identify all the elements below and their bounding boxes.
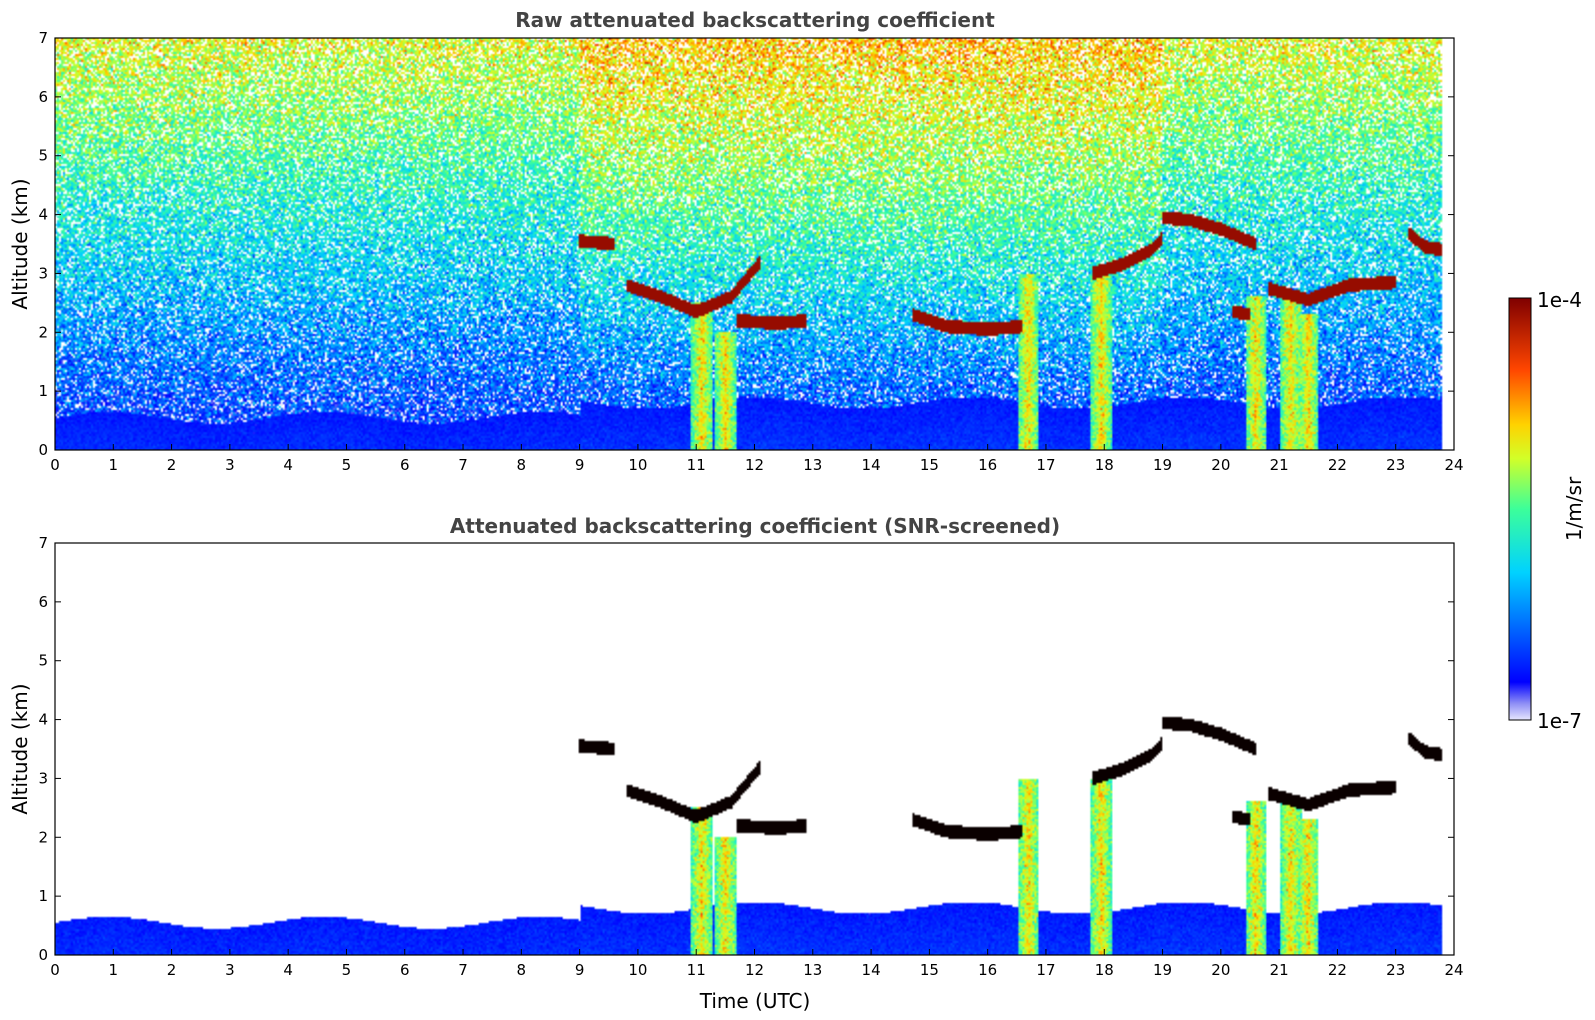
colorbar-min-label: 1e-7	[1537, 709, 1582, 733]
colorbar-max-label: 1e-4	[1537, 288, 1582, 312]
colorbar-gradient	[1508, 297, 1532, 721]
x-tick-label: 11	[687, 961, 706, 979]
x-tick-label: 23	[1386, 456, 1405, 474]
x-tick-label: 4	[283, 456, 293, 474]
x-tick-label: 1	[109, 961, 119, 979]
x-tick-label: 12	[745, 961, 764, 979]
x-axis-label: Time (UTC)	[699, 989, 811, 1013]
x-tick-label: 13	[803, 456, 822, 474]
raw-y-axis: 0 1 2 3 4 5 6 7	[38, 29, 1454, 459]
x-tick-label: 15	[920, 456, 939, 474]
x-tick-label: 0	[50, 961, 60, 979]
x-tick-label: 5	[342, 456, 352, 474]
y-tick-label: 4	[38, 206, 48, 224]
y-tick-label: 6	[38, 88, 48, 106]
y-tick-label: 5	[38, 652, 48, 670]
x-tick-label: 7	[458, 456, 468, 474]
x-tick-label: 9	[575, 456, 585, 474]
x-tick-label: 10	[628, 961, 647, 979]
y-tick-label: 2	[38, 323, 48, 341]
y-tick-label: 2	[38, 828, 48, 846]
x-tick-label: 8	[517, 961, 527, 979]
screened-heatmap-image	[55, 543, 1454, 955]
y-tick-label: 0	[38, 441, 48, 459]
y-tick-label: 7	[38, 29, 48, 47]
y-tick-label: 4	[38, 711, 48, 729]
x-tick-label: 22	[1328, 456, 1347, 474]
x-tick-label: 12	[745, 456, 764, 474]
raw-y-axis-label: Altitude (km)	[8, 178, 32, 309]
x-tick-label: 11	[687, 456, 706, 474]
x-tick-label: 9	[575, 961, 585, 979]
x-tick-label: 3	[225, 456, 235, 474]
x-tick-label: 0	[50, 456, 60, 474]
screened-x-axis: 0 1 2 3 4 5 6 7 8 9 10 11 12 13 14 15 16 17 18 19 20 21 22 23 24	[50, 949, 1464, 979]
x-tick-label: 16	[978, 456, 997, 474]
screened-y-axis-label: Altitude (km)	[8, 683, 32, 814]
raw-panel-title: Raw attenuated backscattering coefficien…	[515, 8, 995, 32]
x-tick-label: 21	[1270, 456, 1289, 474]
y-tick-label: 1	[38, 887, 48, 905]
raw-heatmap-image	[55, 38, 1454, 450]
x-tick-label: 13	[803, 961, 822, 979]
x-tick-label: 20	[1211, 961, 1230, 979]
raw-heatmap	[55, 38, 1454, 450]
x-tick-label: 6	[400, 456, 410, 474]
x-tick-label: 14	[862, 456, 881, 474]
y-tick-label: 1	[38, 382, 48, 400]
y-tick-label: 0	[38, 946, 48, 964]
x-tick-label: 2	[167, 961, 177, 979]
x-tick-label: 4	[283, 961, 293, 979]
x-tick-label: 6	[400, 961, 410, 979]
colorbar-unit-label: 1/m/sr	[1562, 476, 1586, 541]
screened-backscatter-panel: Attenuated backscattering coefficient (S…	[8, 514, 1464, 1013]
x-tick-label: 14	[862, 961, 881, 979]
x-tick-label: 21	[1270, 961, 1289, 979]
x-tick-label: 23	[1386, 961, 1405, 979]
x-tick-label: 18	[1095, 961, 1114, 979]
screened-y-axis: 0 1 2 3 4 5 6 7	[38, 534, 1454, 964]
screened-heatmap	[55, 543, 1454, 955]
x-tick-label: 16	[978, 961, 997, 979]
x-tick-label: 17	[1036, 456, 1055, 474]
x-tick-label: 22	[1328, 961, 1347, 979]
x-tick-label: 10	[628, 456, 647, 474]
x-tick-label: 20	[1211, 456, 1230, 474]
x-tick-label: 17	[1036, 961, 1055, 979]
x-tick-label: 1	[109, 456, 119, 474]
y-tick-label: 6	[38, 593, 48, 611]
raw-backscatter-panel: Raw attenuated backscattering coefficien…	[8, 8, 1464, 474]
x-tick-label: 19	[1153, 456, 1172, 474]
screened-panel-title: Attenuated backscattering coefficient (S…	[450, 514, 1060, 538]
x-tick-label: 19	[1153, 961, 1172, 979]
raw-x-axis: 0 1 2 3 4 5 6 7 8 9 10 11 12 13 14 15 16 17 18 19 20 21 22 23 24	[50, 444, 1464, 474]
x-tick-label: 7	[458, 961, 468, 979]
x-tick-label: 15	[920, 961, 939, 979]
x-tick-label: 5	[342, 961, 352, 979]
x-tick-label: 24	[1444, 456, 1463, 474]
x-tick-label: 18	[1095, 456, 1114, 474]
x-tick-label: 24	[1444, 961, 1463, 979]
colorbar: 1e-4 1e-7 1/m/sr	[1508, 288, 1586, 733]
x-tick-label: 2	[167, 456, 177, 474]
x-tick-label: 3	[225, 961, 235, 979]
x-tick-label: 8	[517, 456, 527, 474]
y-tick-label: 7	[38, 534, 48, 552]
y-tick-label: 3	[38, 264, 48, 282]
y-tick-label: 5	[38, 147, 48, 165]
y-tick-label: 3	[38, 769, 48, 787]
